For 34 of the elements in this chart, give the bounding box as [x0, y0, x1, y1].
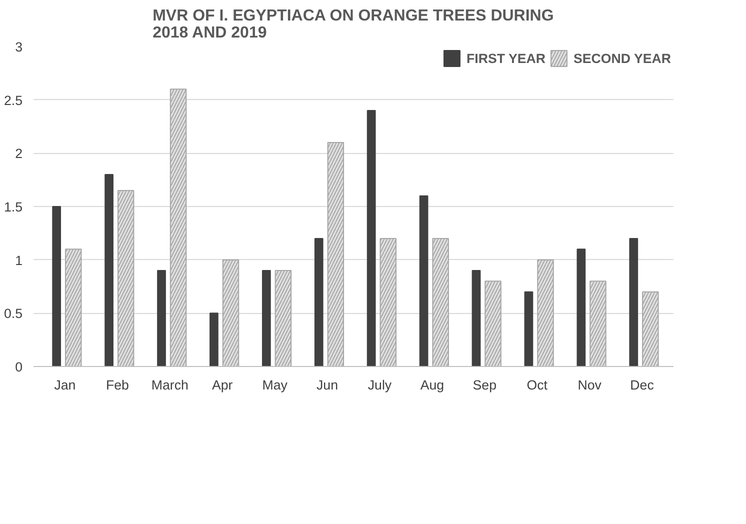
x-tick-label: May — [262, 378, 288, 392]
x-tick-label: Dec — [630, 378, 654, 392]
y-tick-label: 2 — [15, 146, 23, 162]
bar — [157, 270, 166, 366]
x-tick-label: July — [368, 378, 392, 392]
y-tick-label: 3 — [15, 40, 23, 54]
x-tick-label: Sep — [472, 378, 497, 392]
bar — [52, 206, 62, 366]
legend-label: FIRST YEAR — [466, 50, 546, 66]
x-tick-label: Apr — [212, 378, 234, 392]
bar — [210, 312, 218, 366]
legend-label: SECOND YEAR — [573, 50, 671, 66]
bar — [104, 174, 114, 366]
bar — [366, 110, 376, 366]
y-tick-label: 1 — [15, 252, 23, 268]
bar — [314, 238, 324, 366]
y-tick-label: 0.5 — [4, 306, 23, 322]
bar — [576, 248, 586, 366]
bar — [524, 291, 534, 366]
x-tick-label: Oct — [526, 378, 548, 392]
x-tick-label: Feb — [106, 378, 129, 392]
x-tick-label: Jun — [316, 378, 338, 392]
bar — [629, 238, 638, 366]
x-tick-label: March — [151, 378, 188, 392]
bar — [262, 270, 271, 366]
y-tick-label: 0 — [15, 360, 23, 374]
x-tick-label: Nov — [578, 378, 602, 392]
x-tick-label: Aug — [420, 378, 444, 392]
y-tick-label: 1.5 — [4, 200, 23, 214]
bar — [472, 270, 481, 366]
chart-title: MVR OF I. EGYPTIACA ON ORANGE TREES DURING 2018 AND 2019 — [152, 8, 554, 42]
y-tick-label: 2.5 — [4, 92, 23, 108]
bar — [419, 195, 428, 366]
x-tick-label: Jan — [54, 378, 76, 392]
